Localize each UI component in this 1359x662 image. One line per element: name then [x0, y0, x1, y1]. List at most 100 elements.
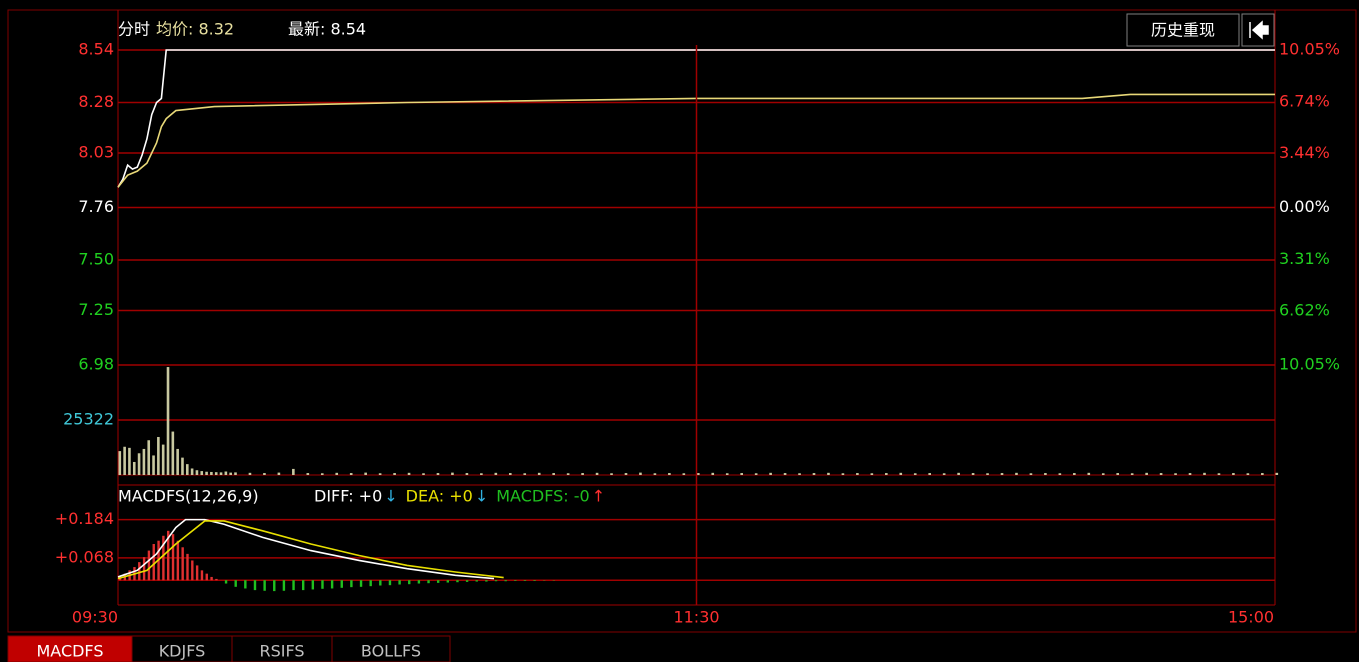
volume-bar	[639, 472, 642, 475]
volume-bar	[885, 473, 888, 475]
volume-bar	[1044, 473, 1047, 475]
macd-bar	[162, 535, 165, 581]
volume-bar	[157, 436, 160, 475]
tab[interactable]	[231, 635, 333, 662]
volume-bar	[364, 472, 367, 475]
macd-bar	[186, 553, 189, 581]
volume-bar	[552, 473, 555, 475]
macd-bar	[282, 580, 286, 591]
volume-bar	[200, 471, 204, 475]
volume-bar	[185, 464, 189, 475]
header-avg: 均价: 8.32	[156, 20, 234, 39]
macd-bar	[301, 580, 305, 591]
macd-label: DEA: +0	[406, 487, 473, 506]
macd-bar	[152, 544, 155, 581]
volume-bar	[214, 472, 218, 475]
macd-bar	[224, 580, 228, 584]
macd-label: MACDFS: -0	[496, 487, 589, 506]
volume-bar	[1232, 473, 1235, 475]
macd-bar	[181, 547, 184, 581]
macd-bar	[494, 580, 498, 582]
volume-bar	[668, 473, 671, 475]
macd-bar	[504, 580, 507, 582]
volume-bar	[349, 473, 353, 475]
volume-bar	[306, 473, 310, 475]
volume-bar	[378, 473, 382, 475]
volume-bar	[682, 473, 686, 475]
volume-bar	[393, 473, 396, 475]
volume-bar	[1159, 473, 1163, 475]
volume-bar	[957, 472, 960, 475]
macd-bar	[475, 580, 478, 582]
macd-bar	[436, 580, 440, 583]
macd-bar	[369, 580, 372, 587]
volume-bar	[740, 473, 743, 475]
y2-tick-label: 3.44%	[1279, 143, 1330, 162]
volume-bar	[1203, 472, 1206, 475]
macd-bar	[195, 565, 199, 581]
volume-bar	[176, 448, 179, 475]
macd-bar	[273, 580, 276, 592]
y-tick-label: 7.76	[78, 197, 114, 216]
macd-bar	[171, 534, 175, 581]
volume-bar	[537, 472, 541, 475]
macd-bar	[138, 562, 141, 581]
x-tick-label: 15:00	[1228, 608, 1274, 627]
volume-bar	[610, 473, 613, 475]
volume-bar	[248, 472, 252, 475]
volume-bar	[1246, 473, 1250, 475]
volume-bar	[152, 455, 155, 475]
x-tick-label: 11:30	[673, 608, 719, 627]
y-tick-label: 8.54	[78, 40, 114, 59]
macd-bar	[292, 580, 295, 591]
macd-bar	[340, 580, 343, 588]
y-tick-label: 25322	[63, 410, 114, 429]
volume-bar	[566, 473, 570, 475]
volume-bar	[523, 473, 527, 475]
price-line	[117, 93, 1275, 188]
frame	[7, 9, 1357, 633]
volume-bar	[335, 472, 339, 475]
macd-bar	[330, 580, 334, 589]
tab-label[interactable]: RSIFS	[259, 642, 304, 661]
volume-bar	[465, 473, 469, 475]
volume-bar	[205, 471, 208, 475]
volume-bar	[711, 472, 715, 475]
volume-bar	[1145, 472, 1148, 475]
macd-bar	[205, 573, 208, 581]
volume-bar	[210, 471, 213, 475]
macd-label: ↓	[475, 487, 488, 506]
volume-bar	[128, 447, 131, 475]
history-button[interactable]	[1126, 13, 1240, 47]
volume-bar	[581, 473, 584, 475]
macd-bar	[191, 560, 194, 581]
macd-bar	[147, 550, 151, 581]
volume-bar	[224, 471, 228, 475]
y2-tick-label: 6.62%	[1279, 301, 1330, 320]
volume-bar	[263, 473, 266, 475]
tab-label[interactable]: KDJFS	[159, 642, 206, 661]
macd-bar	[234, 580, 237, 587]
history-button-label[interactable]: 历史重现	[1151, 21, 1215, 40]
macd-bar	[167, 530, 170, 581]
volume-bar	[1261, 473, 1264, 475]
volume-bar	[913, 473, 917, 475]
volume-bar	[595, 472, 599, 475]
macd-bar	[417, 580, 421, 584]
macd-bar	[321, 580, 324, 589]
tab[interactable]	[331, 635, 451, 662]
macd-line	[117, 518, 495, 580]
header-title: 分时	[118, 20, 150, 39]
macd-bar	[350, 580, 353, 588]
volume-bar	[166, 367, 170, 475]
macd-bar	[244, 580, 247, 589]
macd-label: DIFF: +0	[314, 487, 382, 506]
macd-label: ↑	[592, 487, 605, 506]
tab-label[interactable]: MACDFS	[36, 642, 103, 661]
volume-bar	[624, 473, 628, 475]
volume-bar	[812, 473, 816, 475]
volume-bar	[171, 431, 175, 475]
tab-label[interactable]: BOLLFS	[361, 642, 421, 661]
